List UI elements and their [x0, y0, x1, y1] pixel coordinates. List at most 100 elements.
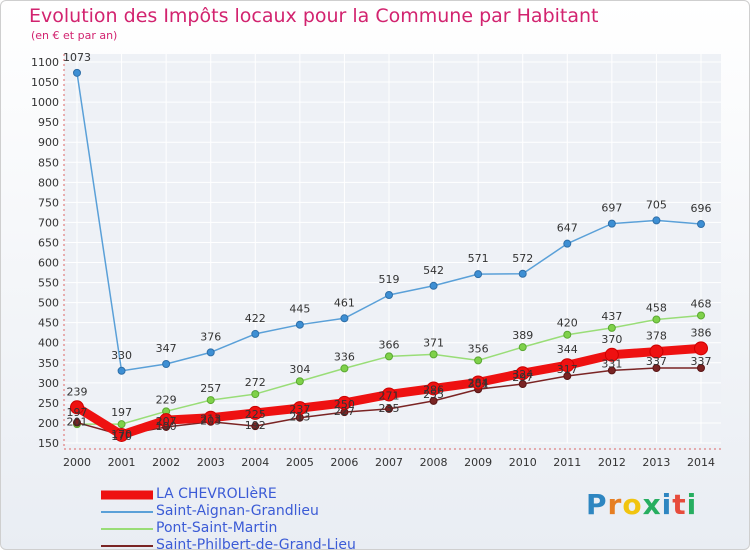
data-label-pont-saint-martin: 272 — [245, 376, 266, 389]
y-tick-label: 800 — [38, 176, 59, 189]
data-label-saint-philbert-de-grand-lieu: 331 — [601, 357, 622, 370]
y-tick-label: 700 — [38, 216, 59, 229]
data-point-pont-saint-martin — [429, 350, 438, 359]
data-label-pont-saint-martin: 468 — [691, 297, 712, 310]
data-point-saint-philbert-de-grand-lieu — [251, 422, 260, 431]
chart-title: Evolution des Impôts locaux pour la Comm… — [29, 5, 599, 27]
data-point-pont-saint-martin — [474, 356, 483, 365]
data-point-saint-aignan-grandlieu — [652, 216, 661, 225]
data-label-la-chevroli-re: 239 — [67, 385, 88, 398]
data-label-saint-philbert-de-grand-lieu: 235 — [379, 402, 400, 415]
y-tick-label: 1000 — [31, 96, 59, 109]
data-label-pont-saint-martin: 371 — [423, 336, 444, 349]
data-label-saint-philbert-de-grand-lieu: 284 — [468, 376, 489, 389]
data-label-saint-philbert-de-grand-lieu: 255 — [423, 388, 444, 401]
logo-letter: r — [607, 488, 623, 521]
data-label-saint-philbert-de-grand-lieu: 170 — [111, 428, 132, 441]
x-tick-label: 2004 — [241, 456, 269, 469]
data-label-la-chevroli-re: 213 — [200, 413, 221, 426]
data-label-saint-aignan-grandlieu: 461 — [334, 296, 355, 309]
y-tick-label: 450 — [38, 317, 59, 330]
data-point-pont-saint-martin — [385, 352, 393, 361]
data-label-saint-philbert-de-grand-lieu: 337 — [646, 355, 667, 368]
chart-subtitle: (en € et par an) — [31, 29, 118, 42]
data-point-la-chevroli-re — [70, 400, 84, 415]
data-label-saint-philbert-de-grand-lieu: 203 — [200, 415, 221, 428]
data-point-saint-philbert-de-grand-lieu — [518, 380, 527, 389]
x-tick-label: 2014 — [687, 456, 715, 469]
data-point-saint-aignan-grandlieu — [563, 239, 572, 248]
data-point-la-chevroli-re — [114, 427, 129, 442]
data-label-saint-aignan-grandlieu: 376 — [200, 330, 221, 343]
logo-letter: x — [642, 488, 662, 521]
data-label-saint-philbert-de-grand-lieu: 297 — [512, 371, 533, 384]
data-label-la-chevroli-re: 386 — [691, 326, 712, 339]
data-label-pont-saint-martin: 257 — [200, 382, 221, 395]
data-point-la-chevroli-re — [292, 401, 307, 416]
data-point-saint-aignan-grandlieu — [251, 329, 260, 338]
data-point-pont-saint-martin — [563, 330, 572, 339]
y-tick-label: 650 — [38, 236, 59, 249]
data-label-pont-saint-martin: 356 — [468, 342, 489, 355]
legend-swatch-saint-philbert-de-grand-lieu — [101, 545, 153, 547]
data-label-pont-saint-martin: 197 — [67, 406, 88, 419]
y-tick-label: 750 — [38, 196, 59, 209]
legend-swatch-la-chevroliere — [101, 490, 153, 500]
data-label-la-chevroli-re: 250 — [334, 398, 355, 411]
y-tick-label: 150 — [38, 437, 59, 450]
data-point-pont-saint-martin — [340, 364, 349, 373]
data-point-saint-aignan-grandlieu — [162, 359, 171, 368]
data-point-la-chevroli-re — [604, 347, 619, 362]
data-point-saint-aignan-grandlieu — [73, 68, 81, 77]
data-label-saint-aignan-grandlieu: 519 — [379, 273, 400, 286]
x-tick-label: 2008 — [420, 456, 448, 469]
proxiti-logo: Proxiti — [586, 488, 697, 521]
y-tick-label: 1100 — [31, 56, 59, 69]
data-point-saint-aignan-grandlieu — [206, 348, 215, 357]
data-point-saint-philbert-de-grand-lieu — [652, 364, 661, 373]
data-label-saint-aignan-grandlieu: 705 — [646, 198, 667, 211]
data-point-la-chevroli-re — [426, 381, 441, 396]
y-tick-label: 400 — [38, 337, 59, 350]
data-point-pont-saint-martin — [251, 390, 260, 399]
data-label-pont-saint-martin: 420 — [557, 317, 578, 330]
data-label-la-chevroli-re: 344 — [557, 343, 578, 356]
y-tick-label: 300 — [38, 377, 59, 390]
data-point-saint-philbert-de-grand-lieu — [385, 404, 393, 413]
data-label-saint-philbert-de-grand-lieu: 337 — [691, 355, 712, 368]
data-label-la-chevroli-re: 324 — [512, 368, 533, 381]
data-label-la-chevroli-re: 370 — [601, 333, 622, 346]
x-tick-label: 2003 — [197, 456, 225, 469]
data-label-pont-saint-martin: 304 — [289, 363, 310, 376]
data-label-saint-aignan-grandlieu: 572 — [512, 252, 533, 265]
y-tick-label: 500 — [38, 297, 59, 310]
data-point-la-chevroli-re — [382, 387, 396, 402]
data-label-la-chevroli-re: 378 — [646, 330, 667, 343]
data-point-pont-saint-martin — [652, 315, 661, 324]
data-label-la-chevroli-re: 207 — [156, 415, 177, 428]
data-label-pont-saint-martin: 366 — [379, 338, 400, 351]
data-label-saint-aignan-grandlieu: 347 — [156, 342, 177, 355]
data-label-pont-saint-martin: 389 — [512, 329, 533, 342]
data-label-pont-saint-martin: 437 — [601, 310, 622, 323]
data-label-saint-aignan-grandlieu: 445 — [289, 303, 310, 316]
data-point-saint-aignan-grandlieu — [697, 220, 705, 229]
data-point-saint-aignan-grandlieu — [117, 366, 126, 375]
logo-letter: i — [661, 488, 673, 521]
y-tick-label: 200 — [38, 417, 59, 430]
data-label-la-chevroli-re: 286 — [423, 383, 444, 396]
data-point-la-chevroli-re — [337, 395, 352, 410]
data-point-pont-saint-martin — [295, 377, 304, 386]
x-tick-label: 2002 — [152, 456, 180, 469]
data-label-pont-saint-martin: 197 — [111, 406, 132, 419]
data-label-saint-philbert-de-grand-lieu: 227 — [334, 405, 355, 418]
data-label-saint-aignan-grandlieu: 330 — [111, 349, 132, 362]
data-point-saint-aignan-grandlieu — [607, 219, 616, 228]
data-point-la-chevroli-re — [649, 344, 664, 359]
data-label-la-chevroli-re: 301 — [468, 377, 489, 390]
data-point-saint-philbert-de-grand-lieu — [607, 366, 616, 375]
data-label-saint-aignan-grandlieu: 647 — [557, 222, 578, 235]
data-point-saint-philbert-de-grand-lieu — [73, 418, 81, 427]
